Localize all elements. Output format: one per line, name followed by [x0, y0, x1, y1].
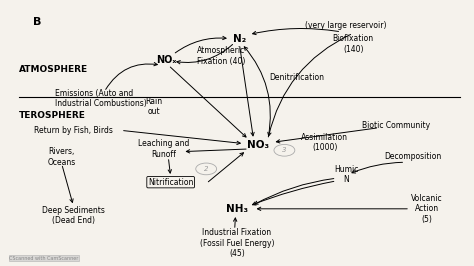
Text: ATMOSPHERE: ATMOSPHERE	[19, 65, 88, 74]
Text: Leaching and
Runoff: Leaching and Runoff	[138, 139, 189, 159]
Text: 2: 2	[204, 166, 209, 172]
Text: Biofixation
(140): Biofixation (140)	[333, 34, 374, 53]
Text: Emissions (Auto and
Industrial Combustions): Emissions (Auto and Industrial Combustio…	[55, 89, 146, 108]
Text: CScanned with CamScanner: CScanned with CamScanner	[9, 256, 79, 261]
Text: NO₃: NO₃	[247, 140, 269, 150]
Text: Return by Fish, Birds: Return by Fish, Birds	[34, 126, 113, 135]
Text: Rivers,
Oceans: Rivers, Oceans	[47, 147, 76, 167]
Text: Denitrification: Denitrification	[269, 73, 324, 82]
Text: Humic
N: Humic N	[334, 165, 358, 184]
Text: Decomposition: Decomposition	[384, 152, 441, 161]
Text: Assimilation
(1000): Assimilation (1000)	[301, 133, 348, 152]
Text: Deep Sediments
(Dead End): Deep Sediments (Dead End)	[42, 206, 105, 225]
Text: Atmospheric
Fixation (40): Atmospheric Fixation (40)	[197, 46, 245, 65]
Text: Biotic Community: Biotic Community	[362, 120, 430, 130]
Text: Nitrification: Nitrification	[148, 178, 193, 187]
Text: N₂: N₂	[233, 34, 246, 44]
Text: Industrial Fixation
(Fossil Fuel Energy)
(45): Industrial Fixation (Fossil Fuel Energy)…	[200, 228, 274, 258]
Text: TEROSPHERE: TEROSPHERE	[19, 111, 86, 120]
Text: 3: 3	[282, 147, 287, 153]
Text: Volcanic
Action
(5): Volcanic Action (5)	[411, 194, 442, 224]
Text: (very large reservoir): (very large reservoir)	[305, 21, 387, 30]
Text: NOₓ: NOₓ	[156, 55, 176, 65]
Text: B: B	[33, 17, 42, 27]
Text: NH₃: NH₃	[226, 204, 248, 214]
Text: Rain
out: Rain out	[146, 97, 163, 116]
